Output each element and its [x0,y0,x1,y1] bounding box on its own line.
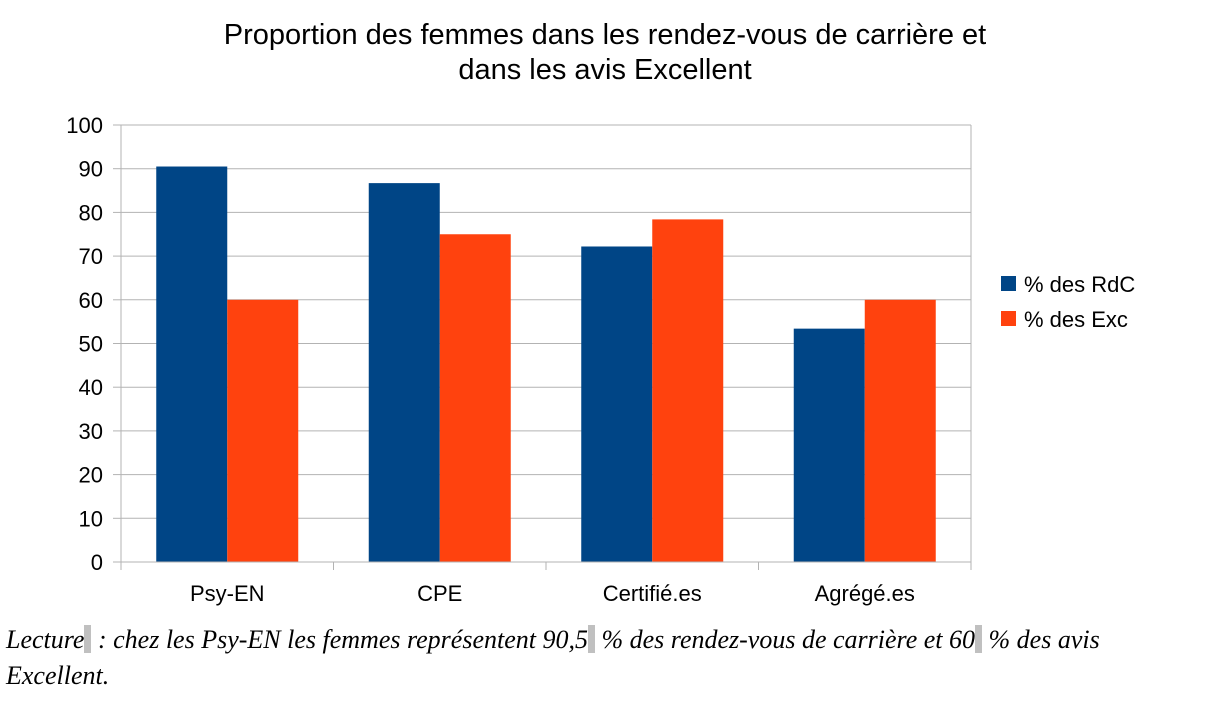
y-tick-label: 30 [79,419,103,444]
bar-rdc [793,328,865,562]
y-tick-label: 90 [79,157,103,182]
caption: Lecture : chez les Psy-EN les femmes rep… [6,622,1201,694]
y-tick-label: 100 [66,113,103,138]
x-tick-label: Certifié.es [603,581,702,606]
y-tick-label: 20 [79,463,103,488]
legend-label: % des Exc [1024,307,1128,332]
chart-title-line: Proportion des femmes dans les rendez-vo… [224,19,986,51]
y-tick-label: 80 [79,200,103,225]
legend-label: % des RdC [1024,272,1135,297]
bar-exc [439,234,511,562]
legend-swatch [1001,311,1016,326]
bar-exc [652,219,724,562]
bar-rdc [156,166,228,562]
bar-rdc [368,183,440,562]
bar-exc [864,299,936,562]
x-tick-label: CPE [417,581,462,606]
y-tick-label: 0 [91,550,103,575]
nbsp-marker [975,625,983,653]
nbsp-marker [587,625,595,653]
bar-chart: Proportion des femmes dans les rendez-vo… [66,19,1135,606]
chart-title: Proportion des femmes dans les rendez-vo… [224,19,986,86]
legend: % des RdC % des Exc [1001,272,1135,332]
y-tick-label: 70 [79,244,103,269]
caption-part-3: % des avis Excellent. [6,625,1100,690]
axes [120,125,972,570]
x-tick-label: Agrégé.es [815,581,915,606]
nbsp-marker [84,625,92,653]
x-tick-label: Psy-EN [190,581,265,606]
y-tick-label: 10 [79,506,103,531]
caption-part-2: % des rendez-vous de carrière et 60 [594,625,976,654]
caption-part-1: : chez les Psy-EN les femmes représenten… [91,625,588,654]
y-axis-ticks: 0 10 20 30 40 50 60 70 80 90 100 [66,113,103,575]
chart-title-line: dans les avis Excellent [458,54,751,86]
y-tick-label: 40 [79,375,103,400]
y-tick-label: 60 [79,288,103,313]
legend-swatch [1001,276,1016,291]
bars [156,166,936,562]
bar-exc [227,299,299,562]
y-tick-label: 50 [79,332,103,357]
x-axis-ticks: Psy-EN CPE Certifié.es Agrégé.es [190,581,915,606]
caption-lead: Lecture [6,625,85,654]
bar-rdc [581,246,653,562]
